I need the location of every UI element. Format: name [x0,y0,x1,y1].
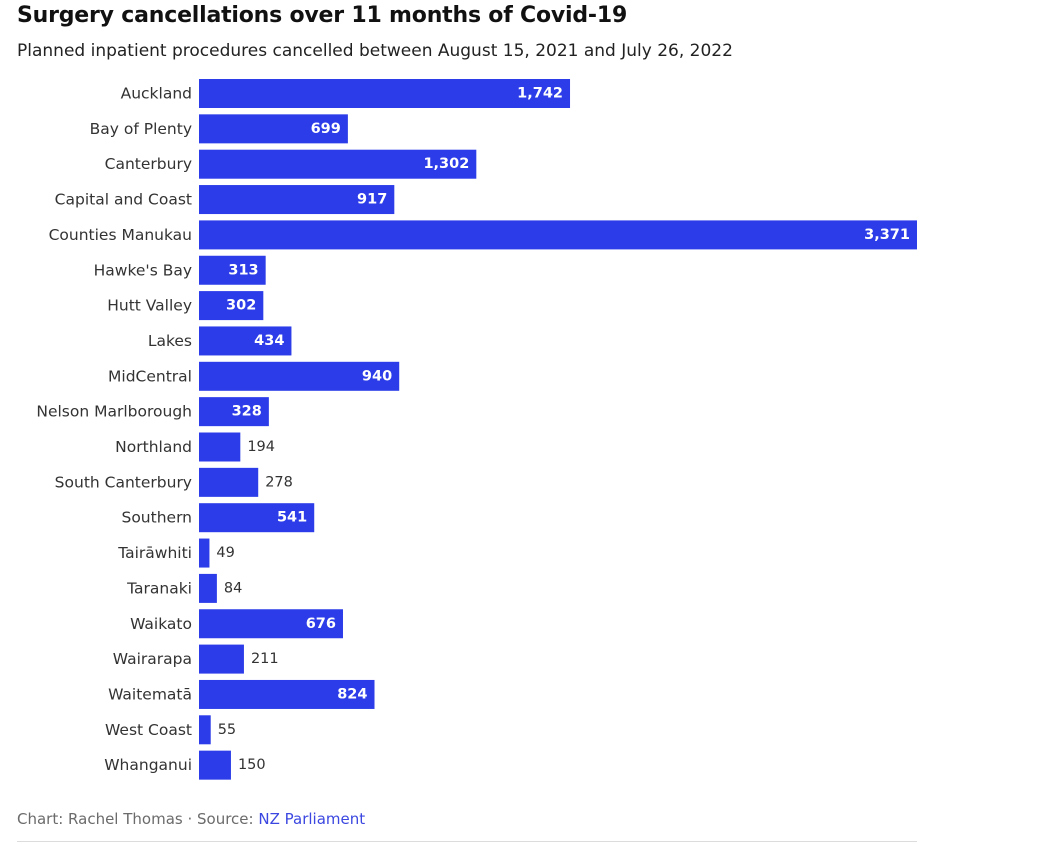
bar-northland [199,432,241,462]
bar-taranaki [199,573,217,603]
category-label-hutt-valley: Hutt Valley [107,297,192,315]
value-label-midcentral: 940 [362,368,392,384]
bar-capital-and-coast [199,185,395,215]
category-label-midcentral: MidCentral [108,367,192,385]
category-label-canterbury: Canterbury [105,155,192,173]
category-label-northland: Northland [115,438,192,456]
bar-counties-manukau [199,220,917,250]
footer-divider [17,841,917,842]
bar-tairawhiti [199,538,210,568]
category-label-south-canterbury: South Canterbury [55,473,192,491]
value-label-taranaki: 84 [224,580,242,596]
category-label-southern: Southern [121,509,192,527]
bar-nelson-marlborough [199,397,269,427]
value-label-tairawhiti: 49 [216,545,234,561]
value-label-hutt-valley: 302 [226,298,256,314]
value-label-lakes: 434 [254,333,284,349]
chart-subtitle: Planned inpatient procedures cancelled b… [17,41,733,61]
value-label-bay-of-plenty: 699 [311,121,341,137]
category-label-counties-manukau: Counties Manukau [49,226,192,244]
bar-chart: Auckland 1,742 Bay of Plenty 699 Canterbury 1… [36,79,917,780]
category-label-taranaki: Taranaki [126,579,192,597]
chart-footer: Chart: Rachel Thomas · Source: NZ Parlia… [17,810,365,828]
value-label-canterbury: 1,302 [423,156,469,172]
category-label-tairawhiti: Tairāwhiti [117,544,192,562]
chart-title: Surgery cancellations over 11 months of … [17,3,628,28]
category-label-bay-of-plenty: Bay of Plenty [90,120,192,138]
bar-waitemata [199,679,375,709]
bar-wairarapa [199,644,244,674]
category-label-west-coast: West Coast [105,721,192,739]
bar-bay-of-plenty [199,114,348,144]
bar-southern [199,503,315,533]
value-label-hawke-s-bay: 313 [228,262,258,278]
category-label-whanganui: Whanganui [104,756,192,774]
bar-south-canterbury [199,467,259,497]
category-label-capital-and-coast: Capital and Coast [55,191,192,209]
value-label-nelson-marlborough: 328 [232,404,262,420]
source-link[interactable]: NZ Parliament [258,810,366,828]
footer-credit: Chart: Rachel Thomas · Source: [17,810,259,828]
bar-west-coast [199,715,211,745]
category-label-waikato: Waikato [130,615,192,633]
value-label-southern: 541 [277,510,307,526]
category-label-lakes: Lakes [148,332,192,350]
bar-midcentral [199,361,400,391]
category-label-waitemata: Waitematā [108,685,192,703]
value-label-capital-and-coast: 917 [357,192,387,208]
value-label-waitemata: 824 [337,686,367,702]
category-label-hawke-s-bay: Hawke's Bay [94,261,192,279]
category-label-nelson-marlborough: Nelson Marlborough [36,403,192,421]
value-label-northland: 194 [247,439,275,455]
value-label-west-coast: 55 [218,722,236,738]
value-label-auckland: 1,742 [517,86,563,102]
value-label-south-canterbury: 278 [265,474,293,490]
category-label-auckland: Auckland [121,85,192,103]
value-label-waikato: 676 [306,616,336,632]
bar-lakes [199,326,292,356]
bar-hutt-valley [199,291,264,321]
bar-hawke-s-bay [199,255,266,285]
bar-auckland [199,79,571,108]
value-label-whanganui: 150 [238,757,266,773]
bar-whanganui [199,750,231,780]
value-label-counties-manukau: 3,371 [864,227,910,243]
category-label-wairarapa: Wairarapa [113,650,192,668]
value-label-wairarapa: 211 [251,651,279,667]
bar-canterbury [199,149,477,179]
bar-waikato [199,609,343,639]
